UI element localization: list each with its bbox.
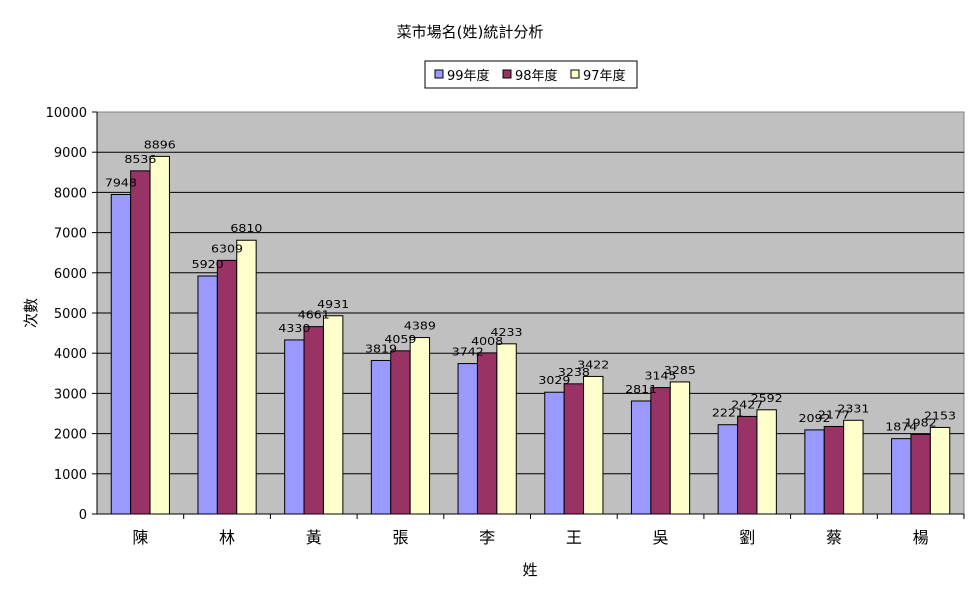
bar bbox=[409, 337, 431, 515]
data-label: 2331 bbox=[837, 402, 869, 415]
legend-box bbox=[424, 60, 638, 89]
x-tick-label: 王 bbox=[566, 528, 582, 547]
data-label: 6309 bbox=[211, 242, 243, 255]
data-label: 2092 bbox=[799, 412, 831, 425]
data-label: 6810 bbox=[230, 222, 262, 235]
data-label: 8536 bbox=[124, 153, 156, 166]
y-tick-label: 8000 bbox=[54, 186, 87, 201]
x-tick-label: 陳 bbox=[132, 528, 148, 547]
y-tick-label: 6000 bbox=[54, 267, 87, 282]
bar bbox=[130, 170, 151, 515]
bar bbox=[390, 350, 411, 515]
x-tick-label: 黃 bbox=[306, 528, 322, 547]
bar bbox=[737, 415, 758, 515]
data-label: 2177 bbox=[818, 408, 850, 421]
bar bbox=[303, 326, 324, 515]
data-label: 2811 bbox=[625, 383, 657, 396]
bar bbox=[197, 275, 218, 515]
data-label: 1874 bbox=[885, 421, 917, 434]
data-label: 4233 bbox=[491, 326, 523, 339]
x-tick-label: 蔡 bbox=[826, 528, 842, 547]
bar bbox=[563, 383, 585, 515]
y-tick-label: 9000 bbox=[54, 146, 87, 161]
bar bbox=[322, 315, 344, 515]
data-label: 4059 bbox=[384, 333, 416, 346]
data-label: 2592 bbox=[751, 392, 783, 405]
y-tick-label: 2000 bbox=[54, 428, 87, 443]
legend: 99年度 98年度 97年度 bbox=[424, 60, 638, 89]
y-tick-label: 4000 bbox=[54, 347, 87, 362]
data-label: 3029 bbox=[538, 374, 570, 387]
y-axis: 0 1000 2000 3000 4000 5000 6000 7000 8000 9000 100… bbox=[46, 106, 98, 523]
data-label: 3819 bbox=[365, 342, 397, 355]
bar bbox=[476, 352, 498, 515]
legend-label: 98年度 bbox=[515, 68, 558, 84]
bar bbox=[110, 193, 132, 515]
y-tick-label: 10000 bbox=[46, 106, 87, 121]
legend-swatch bbox=[434, 69, 444, 79]
data-label: 1982 bbox=[905, 416, 937, 429]
data-label: 4389 bbox=[404, 320, 436, 333]
bar bbox=[650, 387, 671, 515]
y-axis-label: 次數 bbox=[22, 298, 40, 328]
bar bbox=[823, 425, 845, 515]
x-tick-label: 劉 bbox=[739, 528, 755, 547]
legend-swatch bbox=[570, 69, 580, 79]
bar bbox=[457, 363, 478, 515]
legend-label: 99年度 bbox=[447, 68, 490, 84]
bar bbox=[544, 391, 565, 515]
data-label: 4931 bbox=[317, 298, 349, 311]
x-tick-label: 楊 bbox=[913, 528, 929, 547]
x-tick-label: 張 bbox=[392, 528, 408, 547]
y-tick-label: 3000 bbox=[54, 387, 87, 402]
bar bbox=[149, 155, 170, 515]
bar bbox=[583, 375, 604, 515]
y-tick-label: 0 bbox=[79, 508, 87, 523]
x-axis: 陳林黃張李王吳劉蔡楊 bbox=[97, 513, 965, 547]
bar bbox=[910, 433, 931, 515]
bar bbox=[717, 424, 739, 515]
y-tick-label: 1000 bbox=[54, 468, 87, 483]
bar bbox=[630, 400, 652, 515]
x-axis-label: 姓 bbox=[522, 561, 537, 579]
data-label: 7948 bbox=[105, 176, 137, 189]
data-label: 3238 bbox=[558, 366, 590, 379]
data-label: 3742 bbox=[452, 346, 484, 359]
bar bbox=[804, 429, 825, 515]
data-label: 5920 bbox=[192, 258, 224, 271]
chart-title: 菜市場名(姓)統計分析 bbox=[397, 23, 544, 41]
x-tick-label: 李 bbox=[479, 528, 495, 547]
x-tick-label: 林 bbox=[219, 528, 235, 547]
bar bbox=[843, 419, 864, 515]
y-tick-label: 5000 bbox=[54, 307, 87, 322]
data-label: 4008 bbox=[471, 335, 503, 348]
bar bbox=[929, 426, 951, 515]
bar bbox=[756, 409, 777, 515]
x-tick-label: 吳 bbox=[653, 528, 669, 547]
bar bbox=[496, 343, 517, 515]
data-label: 4330 bbox=[278, 322, 310, 335]
data-label: 2427 bbox=[731, 398, 763, 411]
data-label: 2153 bbox=[924, 409, 956, 422]
y-tick-label: 7000 bbox=[54, 227, 87, 242]
bar bbox=[669, 381, 691, 515]
bars bbox=[110, 155, 951, 515]
legend-label: 97年度 bbox=[583, 68, 626, 84]
bar bbox=[216, 259, 238, 515]
data-label: 3422 bbox=[577, 358, 609, 371]
data-label: 3285 bbox=[664, 364, 696, 377]
data-label: 2221 bbox=[712, 407, 744, 420]
data-label: 4661 bbox=[298, 309, 330, 322]
bar bbox=[236, 239, 257, 515]
legend-swatch bbox=[502, 69, 512, 79]
bar bbox=[891, 438, 912, 515]
data-label: 8896 bbox=[144, 138, 176, 151]
bar bbox=[284, 339, 305, 515]
bar bbox=[370, 359, 392, 515]
data-label: 3145 bbox=[645, 370, 677, 383]
